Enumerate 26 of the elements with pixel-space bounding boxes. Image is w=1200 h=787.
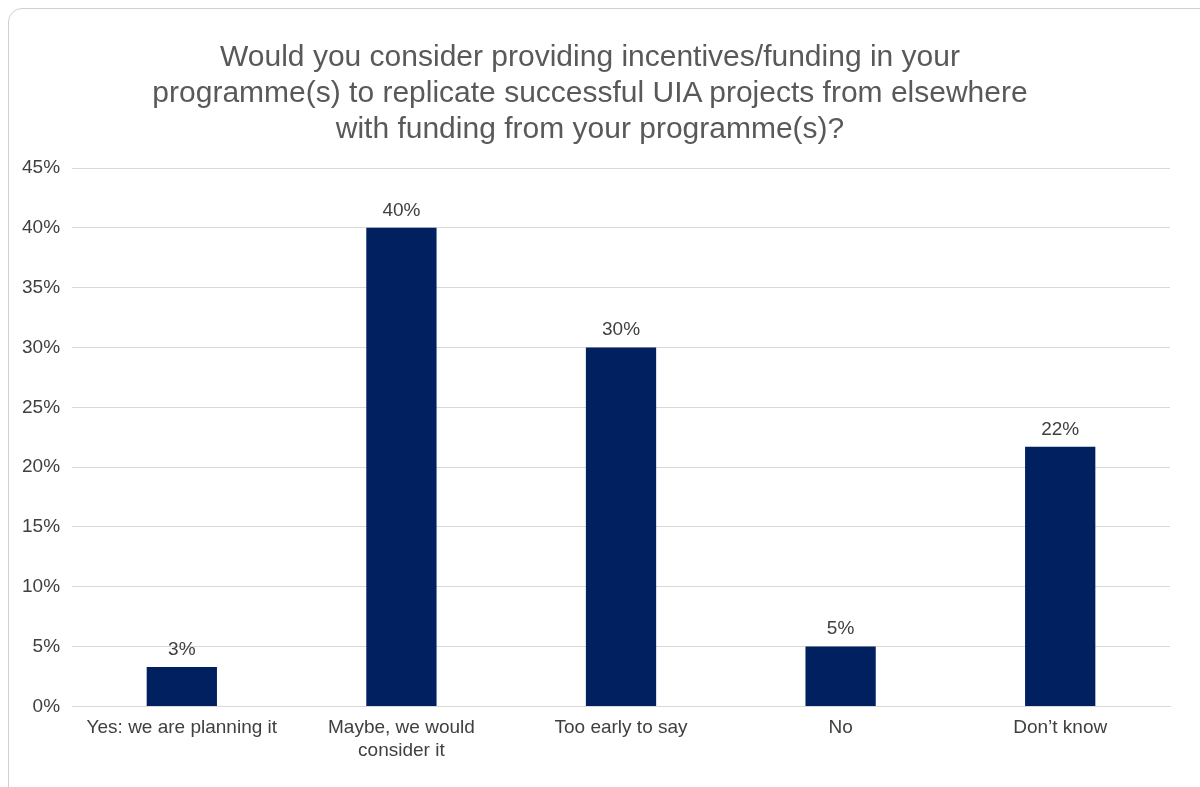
data-label: 3% xyxy=(168,637,196,659)
y-tick-label: 15% xyxy=(22,515,61,537)
x-tick-label: No xyxy=(828,716,853,738)
x-tick-label: Maybe, we would consider it xyxy=(328,716,475,760)
bar xyxy=(805,646,876,706)
x-tick-label: Too early to say xyxy=(554,716,689,738)
y-tick-label: 45% xyxy=(22,156,61,178)
y-tick-label: 30% xyxy=(22,335,61,357)
y-tick-label: 40% xyxy=(22,216,61,238)
y-tick-label: 20% xyxy=(22,455,61,477)
y-tick-label: 35% xyxy=(22,275,61,297)
data-label: 22% xyxy=(1041,417,1080,439)
bar xyxy=(366,227,437,706)
y-tick-label: 10% xyxy=(22,574,61,596)
x-tick-label: Don’t know xyxy=(1013,716,1108,738)
bar xyxy=(146,666,217,706)
x-tick-label: Yes: we are planning it xyxy=(86,716,278,738)
bar xyxy=(585,347,657,706)
chart-title: Would you consider providing incentives/funding in your programme(s) to replicate successful UIA projects from elsewhere with funding from your programme(s)? xyxy=(152,39,1028,145)
data-label: 5% xyxy=(826,617,855,639)
data-label: 40% xyxy=(382,198,421,220)
data-label: 30% xyxy=(602,318,641,340)
bar xyxy=(1025,446,1096,706)
y-tick-label: 5% xyxy=(32,634,61,656)
y-tick-label: 25% xyxy=(22,395,61,417)
y-tick-label: 0% xyxy=(32,694,61,716)
